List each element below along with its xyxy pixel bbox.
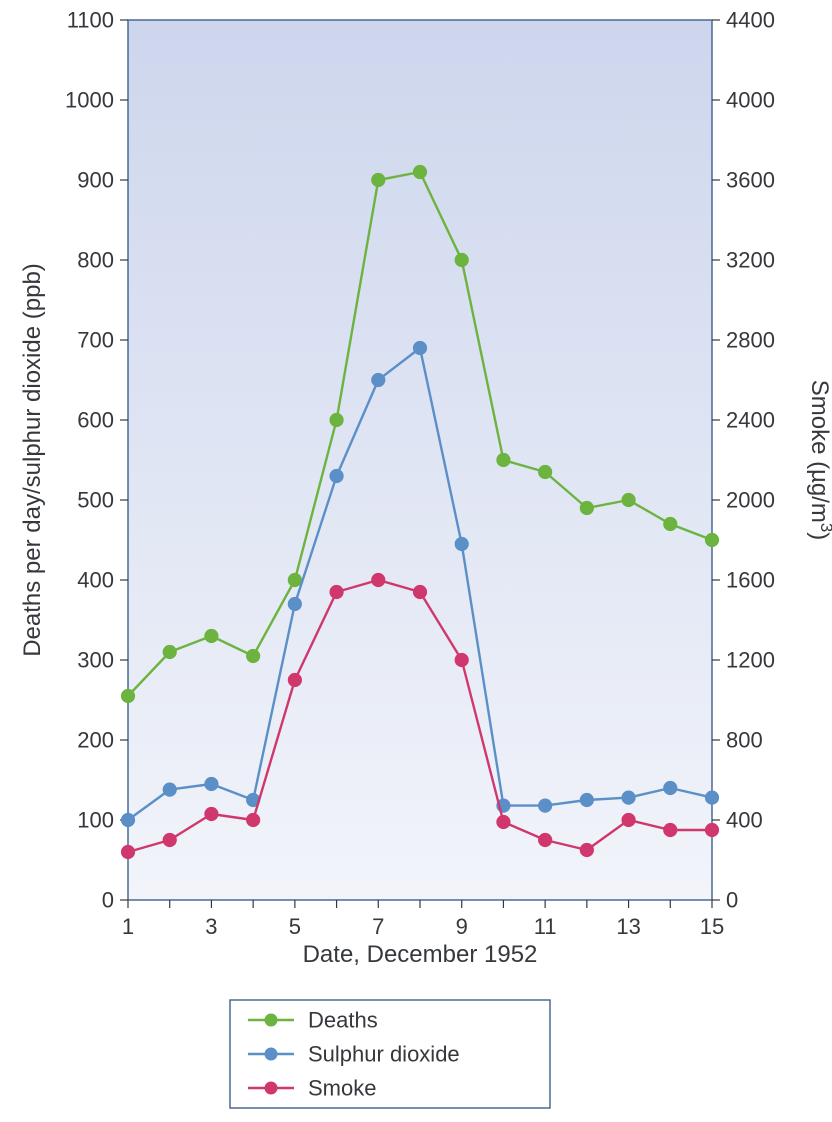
series-marker-smoke xyxy=(414,586,427,599)
series-marker-deaths xyxy=(205,630,218,643)
x-tick-label: 9 xyxy=(456,914,468,939)
series-marker-smoke xyxy=(372,574,385,587)
series-marker-smoke xyxy=(580,844,593,857)
series-marker-smoke xyxy=(497,816,510,829)
legend-marker-sulphur-dioxide xyxy=(265,1048,278,1061)
x-tick-label: 13 xyxy=(616,914,640,939)
y-left-axis-label: Deaths per day/sulphur dioxide (ppb) xyxy=(19,263,46,657)
x-tick-label: 11 xyxy=(534,914,557,939)
series-marker-smoke xyxy=(288,674,301,687)
y-right-tick-label: 4400 xyxy=(726,8,775,33)
x-tick-label: 1 xyxy=(122,914,134,939)
y-right-tick-label: 4000 xyxy=(726,88,775,113)
y-right-tick-label: 400 xyxy=(726,808,763,833)
y-right-tick-label: 800 xyxy=(726,728,763,753)
y-right-tick-label: 3200 xyxy=(726,248,775,273)
y-right-tick-label: 1600 xyxy=(726,568,775,593)
series-marker-smoke xyxy=(622,814,635,827)
series-marker-sulphur-dioxide xyxy=(372,374,385,387)
y-left-tick-label: 100 xyxy=(77,808,114,833)
y-left-tick-label: 900 xyxy=(77,168,114,193)
series-marker-sulphur-dioxide xyxy=(455,538,468,551)
legend-label-deaths: Deaths xyxy=(308,1008,378,1033)
series-marker-deaths xyxy=(163,646,176,659)
series-marker-smoke xyxy=(706,824,719,837)
series-marker-deaths xyxy=(539,466,552,479)
series-marker-sulphur-dioxide xyxy=(580,794,593,807)
series-marker-sulphur-dioxide xyxy=(706,791,719,804)
y-left-tick-label: 300 xyxy=(77,648,114,673)
y-right-tick-label: 2000 xyxy=(726,488,775,513)
y-left-tick-label: 500 xyxy=(77,488,114,513)
y-left-tick-label: 600 xyxy=(77,408,114,433)
legend-label-sulphur-dioxide: Sulphur dioxide xyxy=(308,1042,460,1067)
x-tick-label: 15 xyxy=(700,914,724,939)
y-left-tick-label: 700 xyxy=(77,328,114,353)
y-left-tick-label: 1000 xyxy=(65,88,114,113)
series-marker-deaths xyxy=(706,534,719,547)
x-tick-label: 3 xyxy=(205,914,217,939)
series-marker-sulphur-dioxide xyxy=(539,799,552,812)
legend: Deaths Sulphur dioxide Smoke xyxy=(230,1000,550,1108)
y-right-tick-label: 3600 xyxy=(726,168,775,193)
series-marker-smoke xyxy=(205,808,218,821)
series-marker-deaths xyxy=(247,650,260,663)
legend-marker-smoke xyxy=(265,1082,278,1095)
x-tick-label: 7 xyxy=(372,914,384,939)
series-marker-deaths xyxy=(372,174,385,187)
series-marker-sulphur-dioxide xyxy=(414,342,427,355)
y-right-tick-label: 2800 xyxy=(726,328,775,353)
y-left-tick-label: 1100 xyxy=(67,8,114,33)
series-marker-sulphur-dioxide xyxy=(163,783,176,796)
series-marker-sulphur-dioxide xyxy=(622,791,635,804)
series-marker-smoke xyxy=(163,834,176,847)
series-marker-deaths xyxy=(622,494,635,507)
series-marker-deaths xyxy=(497,454,510,467)
y-left-tick-label: 400 xyxy=(77,568,114,593)
line-chart: 1357911131501002003004005006007008009001… xyxy=(0,0,832,1122)
series-marker-sulphur-dioxide xyxy=(664,782,677,795)
series-marker-sulphur-dioxide xyxy=(205,778,218,791)
series-marker-deaths xyxy=(580,502,593,515)
series-marker-deaths xyxy=(330,414,343,427)
y-left-tick-label: 200 xyxy=(77,728,114,753)
y-right-axis-label: Smoke (µg/m3) xyxy=(806,380,832,541)
series-marker-smoke xyxy=(664,824,677,837)
series-marker-deaths xyxy=(414,166,427,179)
series-marker-sulphur-dioxide xyxy=(122,814,135,827)
series-marker-smoke xyxy=(122,846,135,859)
series-marker-sulphur-dioxide xyxy=(288,598,301,611)
x-tick-label: 5 xyxy=(289,914,301,939)
y-right-tick-label: 2400 xyxy=(726,408,775,433)
y-right-tick-label: 0 xyxy=(726,888,738,913)
series-marker-smoke xyxy=(330,586,343,599)
y-left-tick-label: 800 xyxy=(77,248,114,273)
chart-container: 1357911131501002003004005006007008009001… xyxy=(0,0,832,1122)
series-marker-deaths xyxy=(122,690,135,703)
series-marker-smoke xyxy=(247,814,260,827)
y-right-tick-label: 1200 xyxy=(726,648,775,673)
series-marker-deaths xyxy=(455,254,468,267)
legend-label-smoke: Smoke xyxy=(308,1076,376,1101)
series-marker-smoke xyxy=(455,654,468,667)
series-marker-sulphur-dioxide xyxy=(330,470,343,483)
series-marker-deaths xyxy=(288,574,301,587)
y-left-tick-label: 0 xyxy=(102,888,114,913)
plot-area xyxy=(128,20,712,900)
series-marker-deaths xyxy=(664,518,677,531)
series-marker-smoke xyxy=(539,834,552,847)
x-axis-label: Date, December 1952 xyxy=(303,941,538,968)
legend-marker-deaths xyxy=(265,1014,278,1027)
